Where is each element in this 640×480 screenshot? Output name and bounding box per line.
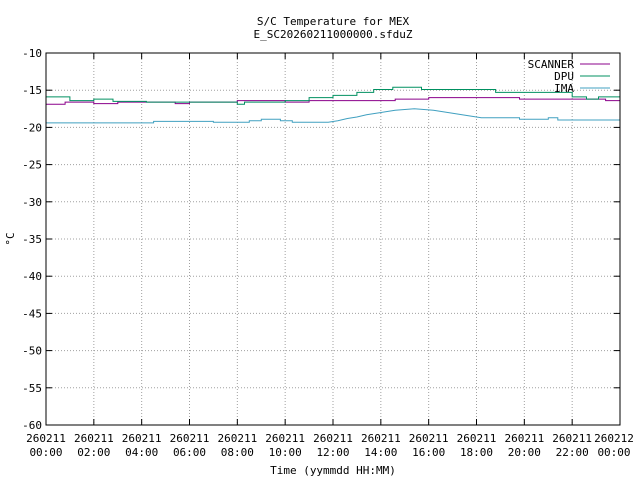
- x-tick-date-label: 260211: [26, 432, 66, 445]
- y-tick-label: -15: [22, 84, 42, 97]
- x-tick-date-label: 260211: [122, 432, 162, 445]
- series-line-ima: [46, 108, 620, 124]
- x-tick-time-label: 00:00: [597, 446, 630, 459]
- x-tick-time-label: 20:00: [508, 446, 541, 459]
- x-tick-time-label: 12:00: [316, 446, 349, 459]
- x-tick-date-label: 260211: [504, 432, 544, 445]
- ticks-layer: -10-15-20-25-30-35-40-45-50-55-602602110…: [22, 47, 634, 459]
- x-tick-date-label: 260212: [594, 432, 634, 445]
- x-tick-time-label: 22:00: [556, 446, 589, 459]
- y-tick-label: -30: [22, 196, 42, 209]
- y-tick-label: -10: [22, 47, 42, 60]
- chart-title: S/C Temperature for MEX: [257, 15, 410, 28]
- legend-label-scanner: SCANNER: [528, 58, 575, 71]
- y-tick-label: -35: [22, 233, 42, 246]
- y-tick-label: -55: [22, 382, 42, 395]
- x-tick-time-label: 00:00: [29, 446, 62, 459]
- x-tick-time-label: 08:00: [221, 446, 254, 459]
- x-tick-date-label: 260211: [265, 432, 305, 445]
- series-line-scanner: [46, 97, 620, 105]
- x-tick-time-label: 06:00: [173, 446, 206, 459]
- legend-label-ima: IMA: [554, 82, 574, 95]
- grid-layer: [46, 53, 620, 425]
- x-tick-date-label: 260211: [409, 432, 449, 445]
- series-line-dpu: [46, 86, 620, 105]
- x-tick-date-label: 260211: [74, 432, 114, 445]
- x-axis-label: Time (yymmdd HH:MM): [270, 464, 396, 477]
- chart-subtitle: E_SC20260211000000.sfduZ: [254, 28, 413, 41]
- x-tick-date-label: 260211: [552, 432, 592, 445]
- y-tick-label: -50: [22, 345, 42, 358]
- x-tick-time-label: 10:00: [269, 446, 302, 459]
- x-tick-time-label: 18:00: [460, 446, 493, 459]
- x-tick-date-label: 260211: [457, 432, 497, 445]
- x-tick-time-label: 14:00: [364, 446, 397, 459]
- y-tick-label: -25: [22, 159, 42, 172]
- x-tick-date-label: 260211: [361, 432, 401, 445]
- y-tick-label: -45: [22, 307, 42, 320]
- x-tick-time-label: 16:00: [412, 446, 445, 459]
- x-tick-time-label: 04:00: [125, 446, 158, 459]
- legend-label-dpu: DPU: [554, 70, 574, 83]
- y-tick-label: -40: [22, 270, 42, 283]
- x-tick-date-label: 260211: [170, 432, 210, 445]
- x-tick-time-label: 02:00: [77, 446, 110, 459]
- series-layer: [46, 86, 620, 124]
- y-axis-label: °C: [4, 232, 17, 245]
- y-tick-label: -20: [22, 121, 42, 134]
- x-tick-date-label: 260211: [313, 432, 353, 445]
- y-tick-label: -60: [22, 419, 42, 432]
- x-tick-date-label: 260211: [217, 432, 257, 445]
